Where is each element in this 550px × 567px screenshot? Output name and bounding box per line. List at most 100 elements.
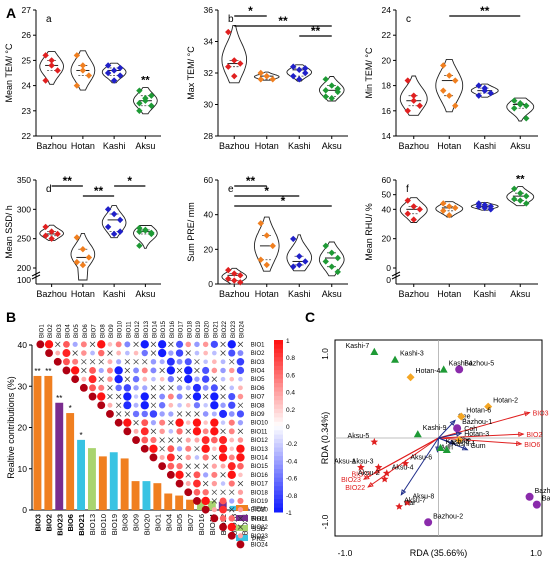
corr-cell (175, 470, 184, 480)
corr-cell (238, 376, 243, 382)
colorbar-segment (274, 473, 283, 479)
corr-cell (237, 437, 244, 443)
y-tick-label: 26 (22, 30, 32, 40)
y-axis-label: Realtive contributions (%) (6, 376, 16, 479)
bar (55, 402, 64, 510)
species-label: Che (458, 437, 471, 444)
y-tick-label: 60 (204, 175, 214, 185)
column-label: BIO21 (213, 320, 219, 338)
x-tick-label: BIO20 (142, 514, 151, 535)
colorbar-tick-label: -0.8 (286, 493, 298, 500)
corr-cell (237, 350, 244, 357)
bracket-label: ** (278, 14, 288, 28)
corr-cell (175, 418, 184, 427)
corr-cell (167, 462, 175, 470)
corr-cell-nonsig (150, 341, 157, 348)
column-label: BIO16 (170, 320, 176, 338)
panel-letter-A: A (6, 5, 16, 21)
column-label: BIO14 (152, 320, 158, 338)
corr-cell (159, 454, 165, 460)
site-marker (424, 518, 433, 527)
x-tick-label: Hotan (71, 289, 95, 299)
corr-cell (176, 385, 183, 391)
x-tick-label: Hotan (255, 141, 279, 151)
violin-panel-d: 100 200 250 300 350 d Mean SSD/ h Bazhou Hotan Ka… (4, 174, 161, 299)
corr-cell (132, 375, 140, 383)
data-point (511, 97, 518, 104)
bar (153, 483, 162, 510)
corr-cell (167, 393, 174, 400)
corr-cell (79, 383, 88, 392)
corr-cell-nonsig (115, 393, 122, 400)
data-point (231, 72, 238, 80)
site-label: Bazhou-6 (535, 488, 550, 495)
data-point (517, 190, 524, 197)
data-point (440, 87, 447, 94)
corr-cell (220, 463, 226, 469)
site-label: Aksu-6 (410, 454, 432, 461)
axis-break-mark (391, 271, 401, 277)
corr-cell-nonsig (194, 446, 200, 452)
data-point (404, 107, 411, 114)
bar (120, 458, 129, 510)
corr-cell-nonsig (150, 402, 157, 408)
corr-cell (150, 358, 157, 365)
legend-label: TEM (252, 506, 266, 513)
x-tick-label: Kashi (103, 289, 126, 299)
corr-cell (140, 340, 149, 349)
site-label: Bazhou-4 (542, 496, 550, 503)
species-arrow-head (455, 431, 463, 437)
bracket-label: ** (246, 174, 256, 188)
data-point (142, 97, 149, 104)
colorbar-segment (274, 370, 283, 375)
environment-arrow (438, 437, 522, 445)
data-point (79, 62, 87, 69)
corr-cell (227, 531, 236, 540)
corr-cell (185, 402, 191, 408)
corr-cell (211, 463, 217, 469)
x-tick-label: -1.0 (338, 548, 353, 558)
corr-cell-nonsig (220, 385, 226, 391)
x-tick-label: BIO9 (132, 514, 141, 531)
colorbar-tick-label: 0.6 (286, 372, 295, 379)
data-point (296, 76, 303, 83)
corr-cell (88, 375, 97, 384)
corr-cell-nonsig (229, 506, 235, 513)
panel-label: f (406, 184, 409, 195)
corr-cell-nonsig (185, 350, 191, 356)
colorbar-segment (274, 378, 283, 384)
y-tick-label: 25 (22, 55, 32, 65)
corr-cell-nonsig (194, 463, 200, 469)
corr-cell-nonsig (159, 367, 165, 374)
corr-cell-nonsig (81, 359, 87, 365)
corr-cell (211, 480, 218, 487)
data-point (440, 62, 447, 69)
data-point (290, 235, 297, 243)
x-tick-label: Bazhou (36, 289, 67, 299)
corr-cell-nonsig (150, 385, 157, 391)
corr-cell-nonsig (229, 489, 235, 495)
bar (186, 499, 194, 510)
corr-cell (237, 419, 244, 426)
corr-cell (72, 341, 78, 347)
corr-cell (133, 402, 139, 408)
corr-cell-nonsig (194, 367, 200, 374)
y-tick-label: 16 (382, 106, 392, 116)
x-tick-label: BIO10 (99, 514, 108, 535)
corr-cell (36, 340, 45, 349)
data-point (302, 258, 309, 265)
data-point (440, 200, 447, 207)
data-point (328, 263, 335, 270)
colorbar-tick-label: 0.4 (286, 390, 295, 397)
corr-cell (201, 375, 210, 383)
x-tick-label: Kashi (288, 289, 311, 299)
row-label: BIO21 (251, 516, 269, 522)
corr-cell (107, 376, 113, 382)
data-point (404, 77, 411, 84)
species-label: Coh (464, 426, 477, 433)
site-marker (401, 459, 410, 467)
y-tick-label: 250 (17, 234, 31, 244)
corr-cell (107, 359, 113, 365)
corr-cell-nonsig (168, 385, 174, 391)
x-tick-label: Aksu (135, 141, 155, 151)
